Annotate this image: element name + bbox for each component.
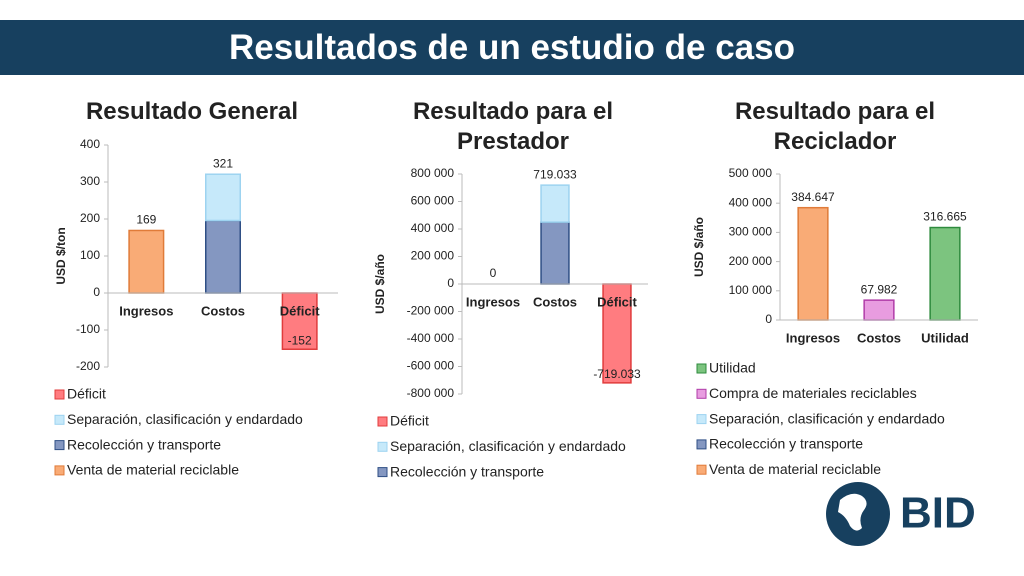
y-tick-label: 100 000 — [729, 283, 773, 297]
logo-text: BID — [900, 489, 976, 538]
y-tick-label: -400 000 — [407, 331, 455, 345]
bar — [205, 219, 241, 294]
y-tick-label: 600 000 — [411, 194, 455, 208]
legend-swatch — [54, 465, 65, 476]
logo-icon — [826, 482, 890, 546]
y-tick-label: 800 000 — [411, 166, 455, 180]
y-tick-label: 0 — [765, 312, 772, 326]
legend-label: Compra de materiales reciclables — [709, 385, 917, 401]
legend-label: Déficit — [67, 386, 106, 402]
y-tick-label: 0 — [447, 276, 454, 290]
y-tick-label: 300 — [80, 174, 100, 188]
data-label: 0 — [490, 266, 497, 280]
y-tick-label: 200 000 — [729, 254, 773, 268]
y-tick-label: -800 000 — [407, 386, 455, 400]
y-axis-label: USD $/año — [373, 254, 387, 314]
legend-swatch — [696, 414, 707, 425]
legend-swatch — [377, 416, 388, 427]
legend-swatch — [377, 441, 388, 452]
y-tick-label: -200 000 — [407, 304, 455, 318]
legend-swatch — [377, 467, 388, 478]
x-tick-label: Ingresos — [119, 303, 173, 318]
legend-swatch — [696, 439, 707, 450]
bar — [281, 292, 318, 350]
legend-label: Venta de material reciclable — [709, 461, 881, 477]
legend-swatch — [54, 440, 65, 451]
data-label: 67.982 — [861, 282, 898, 296]
x-tick-label: Déficit — [597, 294, 637, 309]
data-label: 719.033 — [533, 167, 577, 181]
data-label: 316.665 — [923, 210, 967, 224]
bar — [540, 184, 570, 223]
y-tick-label: 200 — [80, 211, 100, 225]
legend-label: Separación, clasificación y endardado — [390, 438, 626, 454]
chart-title: Resultado para el Reciclador — [734, 98, 936, 155]
legend-swatch — [696, 363, 707, 374]
legend-swatch — [696, 464, 707, 475]
bar — [205, 173, 241, 222]
data-label: -152 — [288, 333, 312, 347]
legend-swatch — [54, 414, 65, 425]
y-tick-label: -600 000 — [407, 359, 455, 373]
legend-label: Déficit — [390, 413, 429, 429]
slide-title: Resultados de un estudio de caso — [229, 28, 795, 67]
chart-title: Resultado General — [85, 98, 299, 125]
x-tick-label: Ingresos — [466, 294, 520, 309]
x-tick-label: Déficit — [280, 303, 320, 318]
bar — [797, 206, 829, 321]
legend-swatch — [54, 389, 65, 400]
data-label: 384.647 — [791, 190, 835, 204]
x-tick-label: Utilidad — [921, 330, 969, 345]
legend-label: Recolección y transporte — [709, 436, 863, 452]
y-tick-label: -200 — [76, 359, 100, 373]
legend-label: Utilidad — [709, 360, 756, 376]
y-tick-label: 100 — [80, 248, 100, 262]
legend-label: Recolección y transporte — [67, 436, 221, 452]
data-label: -719.033 — [593, 367, 641, 381]
y-axis-label: USD $/año — [692, 217, 706, 277]
legend-label: Separación, clasificación y endardado — [709, 410, 945, 426]
bar — [540, 221, 570, 285]
x-tick-label: Costos — [201, 303, 245, 318]
y-tick-label: 500 000 — [729, 166, 773, 180]
y-tick-label: 0 — [93, 285, 100, 299]
y-tick-label: 200 000 — [411, 249, 455, 263]
legend-label: Separación, clasificación y endardado — [67, 411, 303, 427]
legend-swatch — [696, 388, 707, 399]
header-bar — [0, 20, 1024, 75]
y-tick-label: 400 000 — [729, 195, 773, 209]
y-tick-label: -100 — [76, 322, 100, 336]
legend-label: Recolección y transporte — [390, 463, 544, 479]
data-label: 169 — [136, 213, 156, 227]
chart-title: Resultado para el Prestador — [412, 98, 614, 155]
y-axis-label: USD $/ton — [54, 227, 68, 284]
x-tick-label: Ingresos — [786, 330, 840, 345]
x-tick-label: Costos — [533, 294, 577, 309]
x-tick-label: Costos — [857, 330, 901, 345]
y-tick-label: 300 000 — [729, 225, 773, 239]
bar — [863, 299, 895, 321]
bar — [929, 226, 961, 321]
bar — [128, 229, 165, 294]
data-label: 321 — [213, 156, 233, 170]
y-tick-label: 400 — [80, 137, 100, 151]
y-tick-label: 400 000 — [411, 221, 455, 235]
legend-label: Venta de material reciclable — [67, 462, 239, 478]
